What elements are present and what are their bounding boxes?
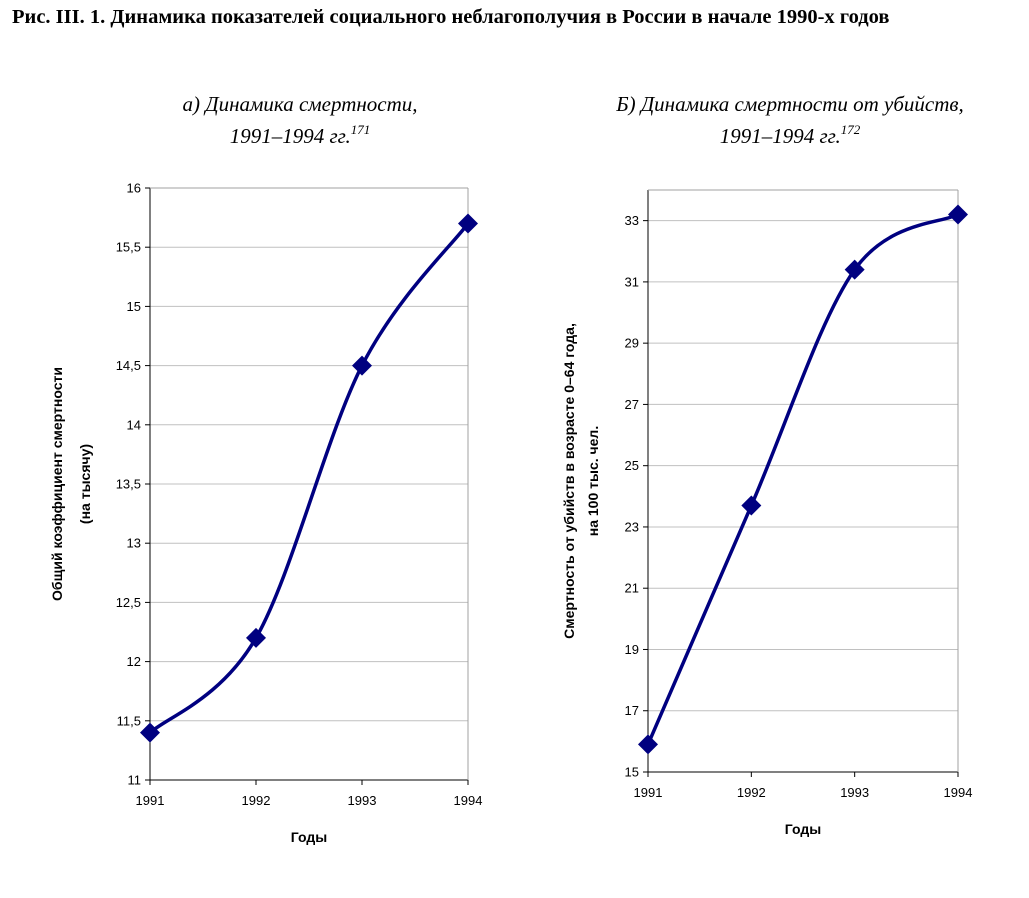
chart-a-footnote: 171 bbox=[350, 122, 371, 137]
chart-b-xtick-label: 1991 bbox=[634, 785, 663, 800]
chart-a-data-point bbox=[352, 355, 372, 376]
chart-b-y-axis-title-line1: Смертность от убийств в возрасте 0–64 го… bbox=[561, 323, 577, 639]
chart-a-ytick-label: 15,5 bbox=[116, 240, 141, 255]
chart-a-ytick-label: 12 bbox=[127, 654, 141, 669]
chart-b-y-axis-title-line2: на 100 тыс. чел. bbox=[585, 426, 601, 536]
chart-a-xtick-label: 1993 bbox=[348, 793, 377, 808]
chart-b-xtick-label: 1994 bbox=[944, 785, 973, 800]
chart-a-ytick-label: 14,5 bbox=[116, 358, 141, 373]
chart-a-y-axis-title-line2: (на тысячу) bbox=[77, 444, 93, 524]
chart-a-y-axis-title-line1: Общий коэффициент смертности bbox=[49, 367, 65, 601]
chart-b-ytick-label: 15 bbox=[625, 765, 639, 780]
chart-a-title-line1: а) Динамика смертности, bbox=[182, 92, 418, 116]
chart-a-title-line2-wrap: 1991–1994 гг.171 bbox=[120, 117, 480, 149]
chart-b-ytick-label: 33 bbox=[625, 213, 639, 228]
chart-a-xtick-label: 1992 bbox=[242, 793, 271, 808]
chart-a-ytick-label: 12,5 bbox=[116, 595, 141, 610]
chart-b-series-line bbox=[646, 212, 959, 746]
chart-b-xtick-label: 1992 bbox=[737, 785, 766, 800]
chart-a-data-point bbox=[246, 627, 266, 648]
chart-a-title: а) Динамика смертности, 1991–1994 гг.171 bbox=[120, 92, 480, 149]
chart-a-title-line2: 1991–1994 гг. bbox=[229, 124, 351, 148]
figure-title: Рис. III. 1. Динамика показателей социал… bbox=[12, 6, 890, 28]
chart-a-ytick-label: 16 bbox=[127, 181, 141, 196]
chart-b-ytick-label: 25 bbox=[625, 458, 639, 473]
chart-b-xtick-label: 1993 bbox=[840, 785, 869, 800]
chart-b-title: Б) Динамика смертности от убийств, 1991–… bbox=[580, 92, 1000, 149]
chart-b-data-point bbox=[948, 204, 968, 225]
chart-a-ytick-label: 15 bbox=[127, 299, 141, 314]
chart-b-ytick-label: 17 bbox=[625, 703, 639, 718]
chart-a-xtick-label: 1994 bbox=[454, 793, 483, 808]
chart-b-footnote: 172 bbox=[840, 122, 861, 137]
chart-a-data-point bbox=[140, 722, 160, 743]
chart-b-ytick-label: 27 bbox=[625, 397, 639, 412]
chart-b-title-line1: Б) Динамика смертности от убийств, bbox=[616, 92, 964, 116]
chart-a-ytick-label: 14 bbox=[127, 417, 141, 432]
chart-a-series-line bbox=[148, 222, 470, 734]
chart-b-ytick-label: 31 bbox=[625, 274, 639, 289]
chart-b-ytick-label: 21 bbox=[625, 581, 639, 596]
chart-b-data-point bbox=[638, 734, 658, 755]
chart-a-ytick-label: 11,5 bbox=[117, 713, 141, 728]
chart-b-title-line2-wrap: 1991–1994 гг.172 bbox=[580, 117, 1000, 149]
chart-a-data-point bbox=[458, 213, 478, 234]
chart-b-ytick-label: 23 bbox=[625, 519, 639, 534]
chart-b-ytick-label: 29 bbox=[625, 336, 639, 351]
chart-b-data-point bbox=[844, 259, 865, 280]
chart-b-x-axis-title: Годы bbox=[785, 821, 821, 837]
chart-b-ytick-label: 19 bbox=[625, 642, 639, 657]
chart-b-data-point bbox=[741, 495, 762, 516]
chart-a-xtick-label: 1991 bbox=[136, 793, 165, 808]
chart-b-title-line2: 1991–1994 гг. bbox=[719, 124, 841, 148]
chart-a-x-axis-title: Годы bbox=[291, 829, 327, 845]
chart-a-ytick-label: 13 bbox=[127, 536, 141, 551]
chart-a-ytick-label: 11 bbox=[128, 773, 142, 788]
chart-a-ytick-label: 13,5 bbox=[116, 477, 141, 492]
